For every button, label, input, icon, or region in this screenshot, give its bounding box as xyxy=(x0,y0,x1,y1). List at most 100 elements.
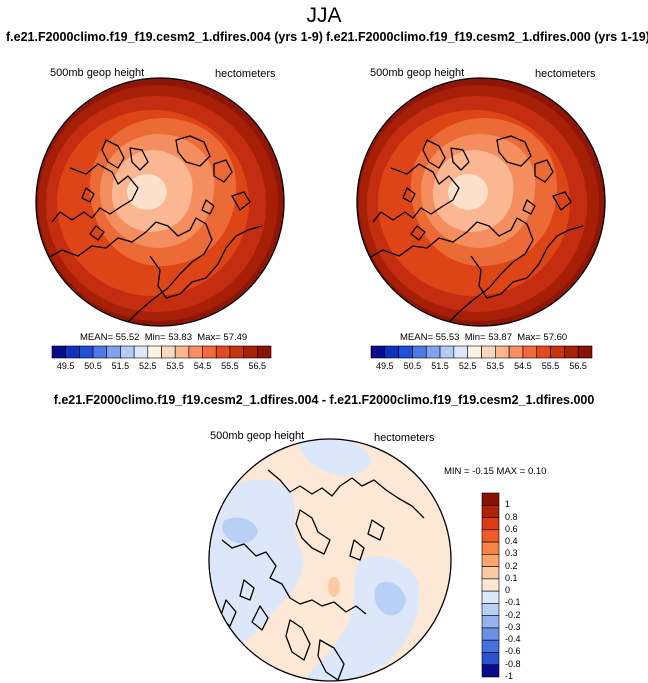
left-colorbar-box xyxy=(147,345,162,359)
diff-colorbar-box xyxy=(481,517,500,531)
left-polar-map xyxy=(35,77,285,327)
left-colorbar-box xyxy=(229,345,244,359)
left-colorbar-box xyxy=(51,345,66,359)
diff-stats: MIN = -0.15 MAX = 0.10 xyxy=(444,466,547,477)
diff-colorbar-tick-label: 0.1 xyxy=(505,572,518,583)
right-colorbar-box xyxy=(564,345,579,359)
left-colorbar-box xyxy=(106,345,121,359)
right-polar-map xyxy=(356,77,606,327)
right-colorbar-tick-label: 51.5 xyxy=(431,361,449,371)
right-colorbar-box xyxy=(495,345,510,359)
right-colorbar-tick-label: 55.5 xyxy=(541,361,560,371)
diff-colorbar-box xyxy=(481,578,500,592)
right-contour-ring-53-5 xyxy=(448,174,488,210)
diff-colorbar xyxy=(481,492,500,678)
diff-region-positive-core xyxy=(328,577,340,597)
left-colorbar-box xyxy=(202,345,217,359)
diff-colorbar-box xyxy=(481,541,500,555)
diff-colorbar-box xyxy=(481,590,500,604)
diff-colorbar-box xyxy=(481,652,500,666)
right-colorbar-box xyxy=(467,345,482,359)
right-units-label: hectometers xyxy=(535,68,596,80)
diff-colorbar-tick-label: 0 xyxy=(505,585,511,596)
left-colorbar-box xyxy=(133,345,149,359)
left-min-value: 53.83 xyxy=(168,332,192,343)
diff-field-label: 500mb geop height xyxy=(210,430,305,442)
left-colorbar-box xyxy=(215,345,231,359)
right-coastlines xyxy=(364,135,584,323)
diff-colorbar-box xyxy=(481,554,500,567)
main-title: JJA xyxy=(306,4,342,27)
left-colorbar-tick-label: 56.5 xyxy=(248,361,267,371)
diff-region-negative-east-core xyxy=(374,581,406,616)
left-colorbar-tick-label: 55.5 xyxy=(221,361,239,371)
right-colorbar-tick-label: 49.5 xyxy=(376,361,394,371)
left-stats: MEAN= 55.52 Min= 53.83 Max= 57.49 xyxy=(80,332,247,343)
diff-panel-title: f.e21.F2000climo.f19_f19.cesm2_1.dfires.… xyxy=(53,393,595,407)
diff-colorbar-box xyxy=(481,566,500,580)
right-colorbar-box xyxy=(370,345,386,359)
diff-colorbar-tick-label: -0.3 xyxy=(505,621,521,632)
left-colorbar-box xyxy=(188,345,203,359)
right-mean-label: MEAN= xyxy=(400,332,433,343)
right-field-label: 500mb geop height xyxy=(370,67,465,79)
left-colorbar-tick-label: 54.5 xyxy=(193,361,212,371)
diff-colorbar-box xyxy=(481,627,500,641)
left-max-value: 57.49 xyxy=(223,332,248,343)
left-colorbar-tick-label: 51.5 xyxy=(111,361,130,371)
right-colorbar-box xyxy=(398,345,413,359)
left-units-label: hectometers xyxy=(215,68,276,80)
diff-region-negative-north xyxy=(299,439,372,476)
diff-colorbar-box xyxy=(481,639,500,653)
right-colorbar-box xyxy=(384,345,399,359)
right-max-value: 57.60 xyxy=(543,332,568,343)
right-min-value: 53.87 xyxy=(488,332,512,343)
left-field-label: 500mb geop height xyxy=(50,67,145,79)
left-contour-ring-53-5 xyxy=(127,174,167,210)
diff-colorbar-tick-label: 0.2 xyxy=(505,560,518,571)
right-colorbar xyxy=(370,345,593,359)
right-colorbar-box xyxy=(425,345,441,359)
left-colorbar xyxy=(51,345,272,359)
right-stats: MEAN= 55.53 Min= 53.87 Max= 57.60 xyxy=(400,332,567,343)
left-min-label: Min= xyxy=(144,332,166,343)
right-colorbar-tick-label: 50.5 xyxy=(403,361,422,371)
diff-colorbar-box xyxy=(481,492,500,506)
diff-colorbar-tick-label: -0.6 xyxy=(505,646,521,657)
diff-region-negative-west-core xyxy=(222,517,258,544)
right-colorbar-tick-label: 54.5 xyxy=(514,361,532,371)
diff-colorbar-tick-label: -0.8 xyxy=(505,658,521,669)
right-colorbar-box xyxy=(481,345,496,359)
left-colorbar-tick-label: 52.5 xyxy=(139,361,157,371)
right-colorbar-box xyxy=(453,345,468,359)
diff-colorbar-box xyxy=(481,529,500,543)
left-colorbar-box xyxy=(257,345,272,359)
diff-colorbar-box xyxy=(481,664,500,678)
right-colorbar-tick-label: 52.5 xyxy=(458,361,477,371)
right-colorbar-box xyxy=(439,345,455,359)
diff-colorbar-tick-label: 0.4 xyxy=(505,536,518,547)
diff-colorbar-tick-label: 0.3 xyxy=(505,548,518,559)
left-colorbar-box xyxy=(79,345,94,359)
right-max-label: Max= xyxy=(517,332,541,343)
diff-units-label: hectometers xyxy=(374,432,435,444)
diff-coastlines xyxy=(219,469,425,681)
right-colorbar-box xyxy=(522,345,538,359)
right-colorbar-tick-label: 56.5 xyxy=(569,361,587,371)
right-colorbar-tick-label: 53.5 xyxy=(486,361,505,371)
diff-colorbar-tick-label: 0.8 xyxy=(505,511,518,522)
left-colorbar-tick-label: 49.5 xyxy=(56,361,75,371)
left-panel-title: f.e21.F2000climo.f19_f19.cesm2_1.dfires.… xyxy=(6,30,323,44)
right-colorbar-box xyxy=(550,345,565,359)
left-colorbar-box xyxy=(174,345,190,359)
diff-polar-map xyxy=(208,438,452,682)
left-max-label: Max= xyxy=(197,332,221,343)
diff-colorbar-tick-label: 0.6 xyxy=(505,523,518,534)
diff-colorbar-box xyxy=(481,504,500,518)
diff-colorbar-tick-label: -0.1 xyxy=(505,597,521,608)
diff-colorbar-tick-label: -0.4 xyxy=(505,634,521,645)
diff-colorbar-box xyxy=(481,603,500,616)
right-colorbar-box xyxy=(508,345,524,359)
left-mean-value: 55.52 xyxy=(115,332,140,343)
